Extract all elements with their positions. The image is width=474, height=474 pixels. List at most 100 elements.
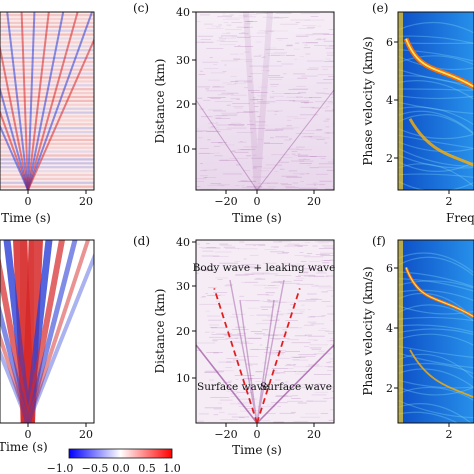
panel-d-noise-streak bbox=[274, 338, 281, 340]
panel-e-higher-mode bbox=[408, 118, 474, 167]
panel-d-noise-streak bbox=[258, 244, 266, 246]
panel-d-noise-streak bbox=[314, 241, 334, 243]
panel-d-noise-streak bbox=[201, 255, 220, 257]
panel-c-noise-streak bbox=[274, 113, 277, 115]
panel-a-trace-band bbox=[0, 37, 94, 40]
panel-d-noise-streak bbox=[282, 252, 290, 253]
panel-d-ytick-label-10: 10 bbox=[176, 372, 190, 385]
panel-a-xlabel: Time (s) bbox=[1, 211, 51, 225]
panel-c-noise-streak bbox=[323, 88, 328, 90]
panel-f-xtick-label-2: 2 bbox=[446, 428, 453, 441]
panel-d-noise-streak bbox=[232, 359, 247, 361]
panel-d-noise-streak bbox=[310, 298, 319, 300]
panel-d-noise-streak bbox=[274, 275, 292, 276]
panel-a-trace-band bbox=[0, 185, 94, 188]
panel-d-noise-streak bbox=[292, 359, 309, 361]
panel-d-noise-streak bbox=[230, 396, 236, 398]
panel-d-noise-streak bbox=[226, 361, 232, 363]
panel-d-noise-streak bbox=[262, 273, 279, 275]
panel-c-noise-streak bbox=[301, 136, 312, 138]
panel-d-noise-streak bbox=[232, 313, 246, 315]
panel-d-noise-streak bbox=[333, 271, 334, 273]
panel-d-noise-streak bbox=[238, 405, 252, 407]
panel-c-noise-streak bbox=[314, 45, 326, 46]
panel-a-moveout-line bbox=[27, 12, 50, 190]
panel-b-band bbox=[25, 240, 78, 423]
panel-c-noise-streak bbox=[213, 110, 226, 112]
panel-c-noise-streak bbox=[286, 45, 293, 46]
panel-c-noise-streak bbox=[232, 103, 250, 104]
panel-d-noise-streak bbox=[273, 246, 279, 248]
panel-d-noise-streak bbox=[257, 294, 269, 296]
panel-d-noise-streak bbox=[205, 310, 210, 312]
panel-a-trace-band bbox=[0, 177, 94, 180]
panel-c-noise-streak bbox=[233, 58, 241, 60]
panel-d-noise-streak bbox=[262, 329, 269, 331]
panel-d-noise-streak bbox=[328, 386, 334, 388]
panel-b-xtick-label-20: 20 bbox=[79, 428, 93, 441]
panel-c-noise-streak bbox=[207, 185, 225, 186]
panel-c-noise-streak bbox=[320, 158, 326, 160]
panel-c-noise-streak bbox=[204, 68, 219, 69]
panel-c-noise-streak bbox=[214, 117, 222, 119]
panel-c-noise-streak bbox=[219, 38, 227, 40]
panel-e-label: (e) bbox=[372, 1, 388, 15]
panel-c-center-energy bbox=[243, 12, 273, 190]
panel-c-noise-streak bbox=[268, 55, 281, 56]
panel-c-noise-streak bbox=[288, 170, 298, 172]
panel-c-noise-streak bbox=[328, 60, 334, 62]
panel-d-noise-streak bbox=[245, 244, 266, 246]
panel-d-noise-streak bbox=[237, 267, 254, 269]
panel-c-noise-streak bbox=[211, 142, 227, 143]
panel-c-noise-streak bbox=[318, 166, 333, 168]
panel-a-moveout-line bbox=[27, 12, 36, 190]
panel-d-noise-streak bbox=[241, 282, 258, 283]
panel-d-noise-streak bbox=[327, 366, 334, 368]
panel-d-noise-streak bbox=[326, 362, 331, 364]
panel-d-noise-streak bbox=[276, 352, 286, 353]
panel-c-noise-streak bbox=[202, 61, 219, 63]
panel-c-noise-streak bbox=[258, 54, 263, 56]
panel-c-noise-streak bbox=[325, 188, 334, 190]
panel-d-noise-streak bbox=[232, 341, 250, 343]
panel-c-noise-streak bbox=[300, 106, 315, 108]
panel-c-noise-streak bbox=[316, 82, 332, 84]
panel-c-noise-streak bbox=[196, 41, 214, 43]
panel-b-xtick-label-0: 0 bbox=[25, 428, 32, 441]
panel-a-moveout-line bbox=[0, 123, 29, 190]
panel-d-noise-streak bbox=[328, 419, 334, 421]
panel-d-noise-streak bbox=[236, 396, 241, 398]
panel-f-ripple bbox=[398, 333, 474, 346]
panel-c-noise-streak bbox=[246, 155, 252, 157]
panel-c-noise-streak bbox=[267, 186, 277, 188]
panel-c-noise-streak bbox=[222, 114, 238, 116]
panel-d-noise-streak bbox=[263, 374, 270, 376]
panel-d-noise-streak bbox=[263, 285, 280, 286]
panel-d-noise-streak bbox=[306, 253, 313, 254]
panel-c-noise-streak bbox=[200, 163, 203, 164]
panel-d-noise-streak bbox=[229, 316, 239, 318]
panel-c-noise-streak bbox=[201, 116, 213, 118]
panel-c-noise-streak bbox=[249, 99, 259, 101]
panel-d-noise-streak bbox=[312, 323, 316, 325]
panel-a-frame bbox=[0, 11, 95, 191]
panel-d-noise-streak bbox=[197, 269, 215, 271]
panel-d-noise-streak bbox=[244, 273, 264, 275]
panel-a-moveout-line bbox=[27, 12, 65, 190]
panel-a-xtick-label-20: 20 bbox=[79, 195, 93, 208]
panel-c-noise-streak bbox=[200, 14, 210, 16]
panel-d-noise-streak bbox=[210, 331, 215, 333]
panel-d-noise-streak bbox=[305, 413, 319, 415]
panel-c-noise-streak bbox=[274, 165, 282, 167]
panel-c-noise-streak bbox=[220, 41, 238, 42]
panel-c-noise-streak bbox=[253, 102, 270, 104]
panel-c-noise-streak bbox=[266, 53, 287, 54]
panel-c-noise-streak bbox=[269, 30, 289, 32]
panel-c-noise-streak bbox=[329, 93, 334, 95]
panel-a-trace-band bbox=[0, 53, 94, 56]
panel-d-noise-streak bbox=[206, 247, 217, 248]
panel-d-noise-streak bbox=[329, 259, 334, 261]
panel-d-noise-streak bbox=[277, 253, 288, 254]
panel-d-noise-streak bbox=[284, 381, 289, 383]
panel-d-noise-streak bbox=[287, 368, 294, 369]
